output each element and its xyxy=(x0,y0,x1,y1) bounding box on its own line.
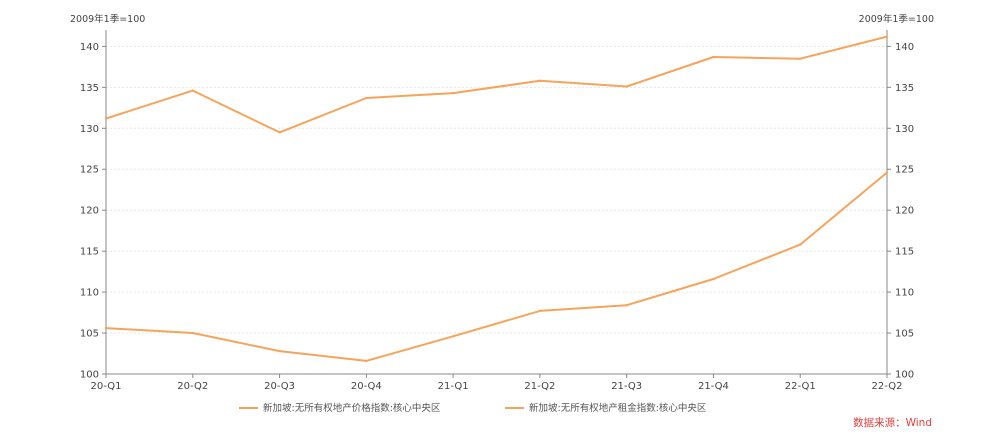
x-tick-label: 21-Q3 xyxy=(611,381,642,392)
y-axis-right-unit: 2009年1季=100 xyxy=(859,13,934,25)
data-point xyxy=(191,331,194,335)
y-left-tick-label: 125 xyxy=(80,165,99,176)
y-left-tick-label: 105 xyxy=(80,329,99,340)
axes: 100 105 110 115 120 125 130 135 140 100 105 110 115 1… xyxy=(80,30,914,392)
x-tick-label: 22-Q2 xyxy=(872,381,903,392)
data-point xyxy=(278,349,281,353)
y-axis-left-unit: 2009年1季=100 xyxy=(70,13,145,25)
y-right-tick-label: 110 xyxy=(895,288,914,299)
data-point xyxy=(365,96,368,100)
y-left-tick-label: 110 xyxy=(80,288,99,299)
y-left-tick-label: 135 xyxy=(80,83,99,94)
data-point xyxy=(538,79,542,82)
y-right-tick-label: 100 xyxy=(895,370,914,381)
data-point xyxy=(104,326,108,330)
series xyxy=(104,35,889,363)
data-point xyxy=(191,89,194,92)
legend: 新加坡:无所有权地产价格指数:核心中央区 新加坡:无所有权地产租金指数:核心中央… xyxy=(239,402,707,414)
y-left-tick-label: 120 xyxy=(80,206,99,217)
y-right-tick-label: 105 xyxy=(895,329,914,340)
data-point xyxy=(799,243,802,246)
data-point xyxy=(451,335,455,338)
x-tick-label: 20-Q4 xyxy=(351,381,382,392)
y-right-tick-label: 140 xyxy=(895,42,914,53)
y-right-tick-label: 130 xyxy=(895,124,914,135)
data-point xyxy=(278,131,281,134)
data-point xyxy=(625,304,628,307)
data-point xyxy=(538,309,542,313)
grid xyxy=(106,45,887,375)
data-point xyxy=(885,35,889,38)
data-point xyxy=(885,171,889,174)
y-left-tick-label: 115 xyxy=(80,247,99,258)
data-point xyxy=(625,85,628,88)
data-point xyxy=(104,117,108,120)
x-tick-label: 20-Q1 xyxy=(91,381,122,392)
data-point xyxy=(712,55,715,59)
source-note: 数据来源：Wind xyxy=(853,416,932,429)
x-tick-label: 20-Q3 xyxy=(264,381,295,392)
series-line-0 xyxy=(105,35,888,134)
y-left-tick-label: 140 xyxy=(80,42,99,53)
x-tick-label: 21-Q2 xyxy=(524,381,555,392)
y-right-tick-label: 125 xyxy=(895,165,914,176)
data-point xyxy=(712,277,715,281)
y-left-tick-label: 130 xyxy=(80,124,99,135)
data-point xyxy=(451,91,455,95)
x-tick-label: 21-Q1 xyxy=(438,381,469,392)
series-line-1 xyxy=(105,171,888,362)
x-tick-label: 21-Q4 xyxy=(698,381,729,392)
x-tick-label: 22-Q1 xyxy=(785,381,816,392)
data-point xyxy=(365,359,368,363)
y-right-tick-label: 120 xyxy=(895,206,914,217)
legend-label-price: 新加坡:无所有权地产价格指数:核心中央区 xyxy=(263,402,441,414)
data-point xyxy=(799,57,802,60)
y-right-tick-label: 115 xyxy=(895,247,914,258)
x-tick-label: 20-Q2 xyxy=(177,381,208,392)
legend-label-rent: 新加坡:无所有权地产租金指数:核心中央区 xyxy=(529,402,707,414)
y-left-tick-label: 100 xyxy=(80,370,99,381)
y-right-tick-label: 135 xyxy=(895,83,914,94)
